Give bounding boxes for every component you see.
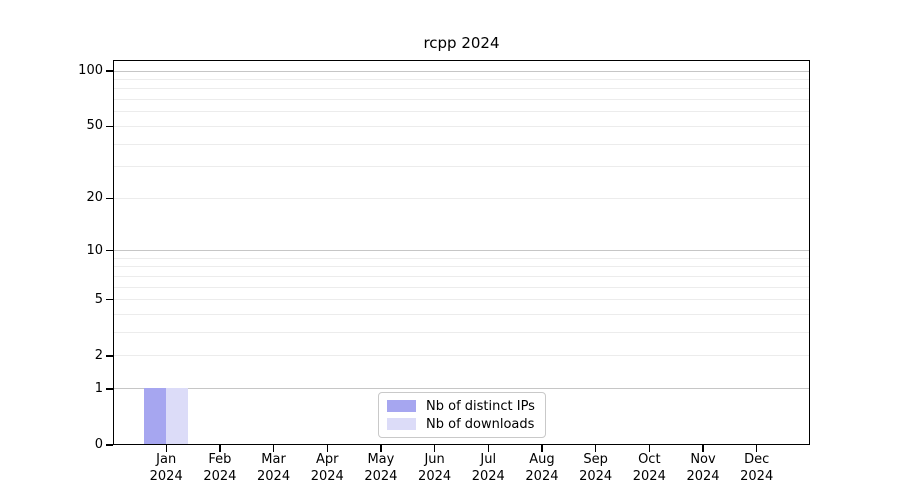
minor-gridline: [114, 197, 809, 199]
minor-gridline: [114, 78, 809, 80]
chart-title: rcpp 2024: [423, 34, 500, 52]
x-tick-year: 2024: [525, 469, 559, 484]
x-tick-year: 2024: [149, 469, 183, 484]
x-tick-month: Jul: [480, 452, 497, 467]
x-tick-mark: [648, 445, 650, 452]
x-tick-mark: [433, 445, 436, 452]
minor-gridline: [114, 286, 809, 288]
legend-label-distinct-ips: Nb of distinct IPs: [426, 398, 535, 414]
y-tick-label: 0: [94, 437, 103, 452]
y-tick-label: 20: [86, 190, 103, 206]
x-tick-label: Feb 2024: [189, 451, 251, 485]
x-tick-label: Jul 2024: [457, 451, 519, 485]
y-tick-label: 50: [86, 118, 103, 134]
y-tick-mark: [106, 444, 113, 446]
x-tick-month: Jan: [156, 452, 177, 467]
x-tick-year: 2024: [632, 469, 666, 484]
x-tick-mark: [272, 445, 275, 452]
major-gridline: [114, 70, 809, 72]
x-tick-month: Jun: [424, 452, 445, 467]
legend-swatch-downloads: [387, 418, 416, 430]
bar-jan-distinct-ips: [143, 388, 166, 445]
y-tick-mark: [106, 249, 113, 252]
x-tick-month: Mar: [261, 452, 286, 467]
legend-swatch-distinct-ips: [387, 400, 416, 412]
y-tick-mark: [106, 125, 113, 128]
minor-gridline: [114, 266, 809, 268]
x-tick-year: 2024: [740, 469, 774, 484]
x-tick-mark: [380, 445, 382, 452]
x-tick-year: 2024: [418, 469, 452, 484]
y-tick-label: 10: [86, 242, 103, 258]
x-tick-mark: [594, 445, 597, 452]
legend: Nb of distinct IPs Nb of downloads: [378, 392, 546, 438]
x-tick-month: May: [367, 452, 395, 467]
x-tick-label: Nov 2024: [672, 451, 734, 485]
x-tick-month: Nov: [690, 452, 716, 467]
x-tick-month: Aug: [529, 452, 555, 467]
minor-gridline: [114, 299, 809, 301]
x-tick-mark: [219, 445, 221, 452]
x-tick-label: May 2024: [350, 451, 412, 485]
x-tick-label: Jan 2024: [135, 451, 197, 485]
minor-gridline: [114, 88, 809, 90]
x-tick-month: Oct: [638, 452, 661, 467]
x-tick-mark: [487, 445, 489, 452]
x-tick-mark: [755, 445, 758, 452]
x-tick-month: Feb: [208, 452, 232, 467]
y-tick-label: 100: [78, 63, 103, 78]
minor-gridline: [114, 111, 809, 113]
x-tick-year: 2024: [471, 469, 505, 484]
y-tick-mark: [106, 197, 113, 199]
x-tick-mark: [702, 445, 704, 452]
legend-item-downloads: Nb of downloads: [387, 416, 537, 432]
x-tick-year: 2024: [203, 469, 237, 484]
x-tick-year: 2024: [579, 469, 613, 484]
legend-label-downloads: Nb of downloads: [426, 416, 535, 432]
y-tick-label: 1: [94, 380, 103, 396]
minor-gridline: [114, 125, 809, 127]
x-tick-mark: [541, 445, 543, 452]
bar-jan-downloads: [165, 388, 188, 445]
x-tick-month: Sep: [583, 452, 608, 467]
y-tick-mark: [106, 70, 113, 72]
x-tick-label: Mar 2024: [243, 451, 305, 485]
x-tick-mark: [165, 445, 167, 452]
minor-gridline: [114, 314, 809, 316]
minor-gridline: [114, 143, 809, 145]
legend-item-distinct-ips: Nb of distinct IPs: [387, 398, 537, 414]
minor-gridline: [114, 275, 809, 277]
x-tick-label: Dec 2024: [726, 451, 788, 485]
x-tick-month: Apr: [315, 452, 339, 467]
x-tick-year: 2024: [364, 469, 398, 484]
x-tick-month: Dec: [744, 452, 770, 467]
minor-gridline: [114, 99, 809, 101]
x-tick-label: Aug 2024: [511, 451, 573, 485]
x-tick-label: Jun 2024: [404, 451, 466, 485]
x-tick-label: Oct 2024: [618, 451, 680, 485]
x-tick-year: 2024: [686, 469, 720, 484]
minor-gridline: [114, 332, 809, 334]
minor-gridline: [114, 166, 809, 168]
y-tick-label: 5: [94, 291, 103, 307]
x-tick-year: 2024: [310, 469, 344, 484]
x-tick-label: Sep 2024: [565, 451, 627, 485]
plot-area: [113, 60, 810, 445]
y-tick-mark: [106, 355, 113, 357]
y-tick-mark: [106, 299, 113, 301]
y-tick-mark: [106, 388, 113, 390]
major-gridline: [114, 388, 809, 390]
x-tick-label: Apr 2024: [296, 451, 358, 485]
y-tick-label: 2: [94, 347, 103, 363]
minor-gridline: [114, 355, 809, 357]
minor-gridline: [114, 257, 809, 259]
x-tick-year: 2024: [257, 469, 291, 484]
x-tick-mark: [326, 445, 328, 452]
major-gridline: [114, 250, 809, 252]
